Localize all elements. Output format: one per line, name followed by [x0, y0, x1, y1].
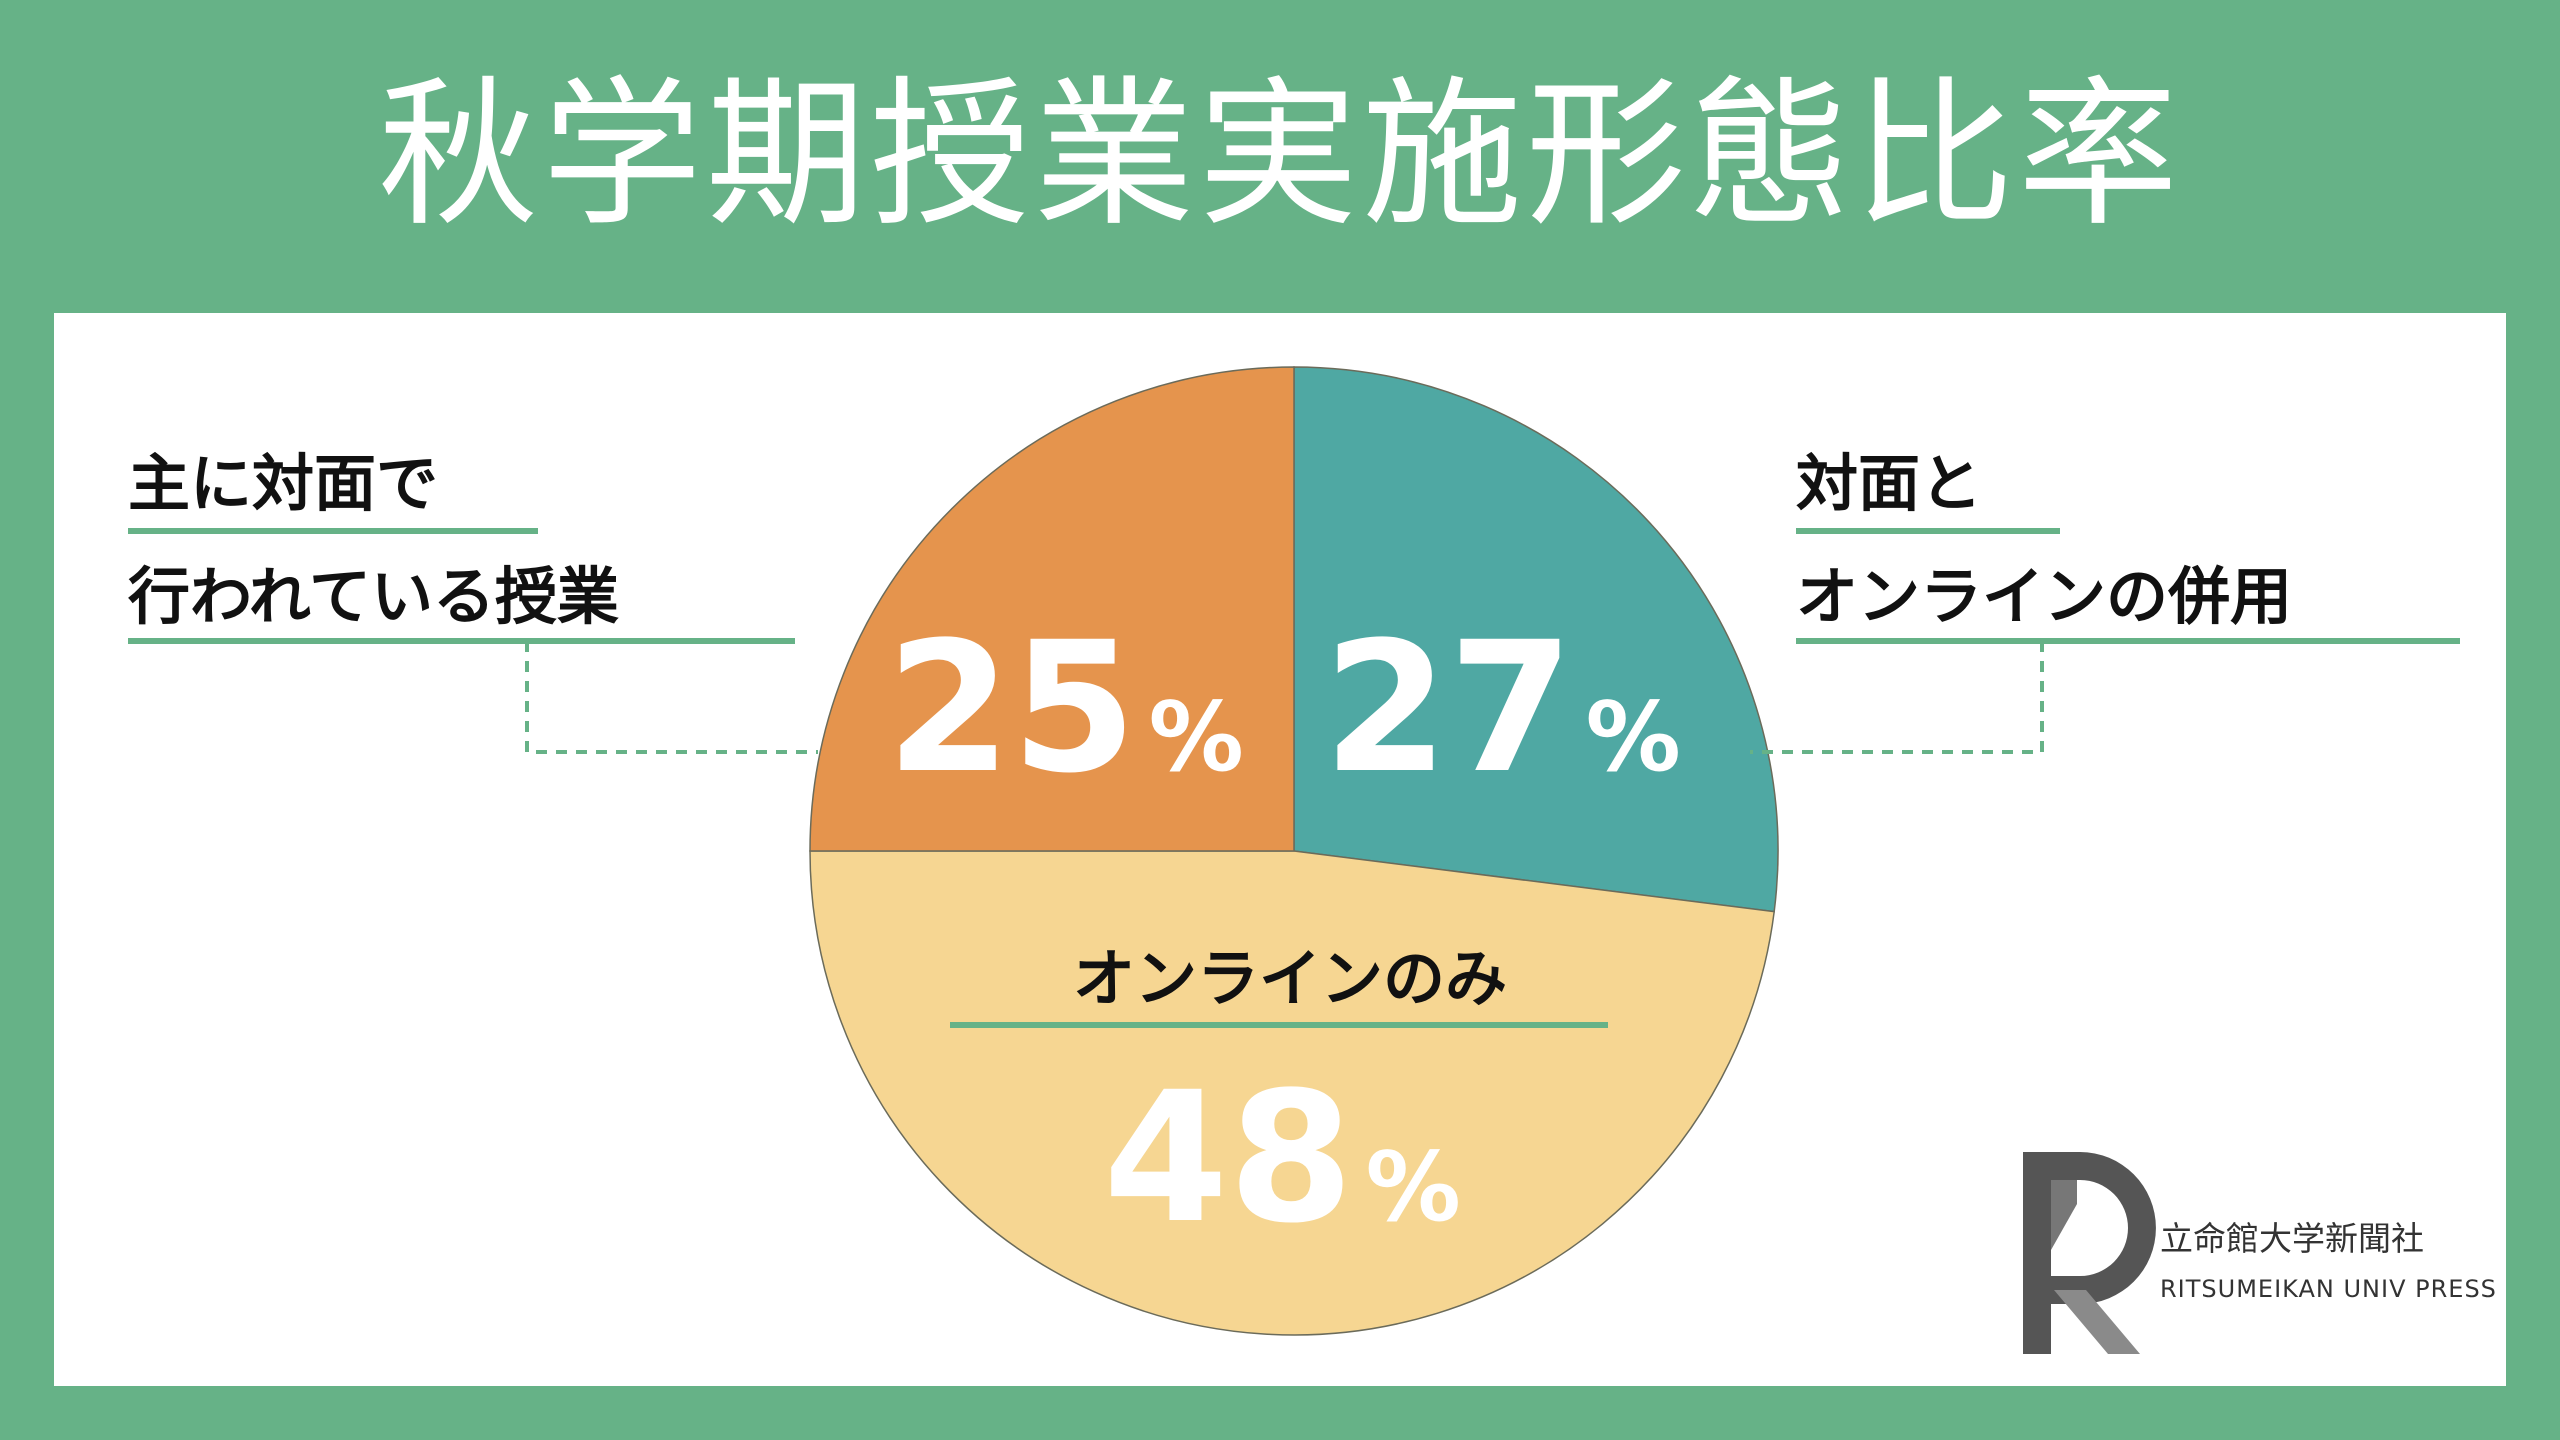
logo-r-mark-icon: [2023, 1152, 2156, 1354]
label-underline: [128, 528, 538, 534]
publisher-logo: 立命館大学新聞社 RITSUMEIKAN UNIV PRESS: [2023, 1152, 2497, 1354]
chart-title: 秋学期授業実施形態比率: [377, 61, 2182, 248]
label-underline: [950, 1022, 1608, 1028]
pie-slice-2: [809, 366, 1295, 852]
value-label-hybrid: 27%: [1323, 604, 1681, 813]
label-online-only: オンラインのみ: [1073, 942, 1507, 1015]
label-hybrid-line2: オンラインの併用: [1796, 560, 2292, 633]
label-face-to-face-line1: 主に対面で: [128, 447, 438, 520]
logo-name-en: RITSUMEIKAN UNIV PRESS: [2160, 1275, 2497, 1303]
label-underline: [1796, 528, 2060, 534]
leader-line-right: [1750, 641, 2044, 754]
label-underline: [1796, 638, 2460, 644]
leader-lines: [525, 641, 2044, 754]
pie-slice-0: [1293, 366, 1779, 913]
label-group-face-to-face: 主に対面で 行われている授業: [128, 447, 795, 644]
label-hybrid-line1: 対面と: [1796, 447, 1982, 520]
label-underline: [128, 638, 795, 644]
value-labels: 25% 27% 48%: [886, 604, 1681, 1263]
label-group-hybrid: 対面と オンラインの併用: [1796, 447, 2460, 644]
value-label-face-to-face: 25%: [886, 604, 1244, 813]
label-group-online: オンラインのみ: [950, 942, 1608, 1028]
pie-slices: [809, 366, 1779, 1336]
label-face-to-face-line2: 行われている授業: [128, 560, 619, 633]
pie-slice-1: [809, 850, 1776, 1336]
value-label-online-only: 48%: [1103, 1054, 1461, 1263]
logo-name-ja: 立命館大学新聞社: [2160, 1219, 2424, 1258]
leader-line-left: [525, 641, 818, 754]
